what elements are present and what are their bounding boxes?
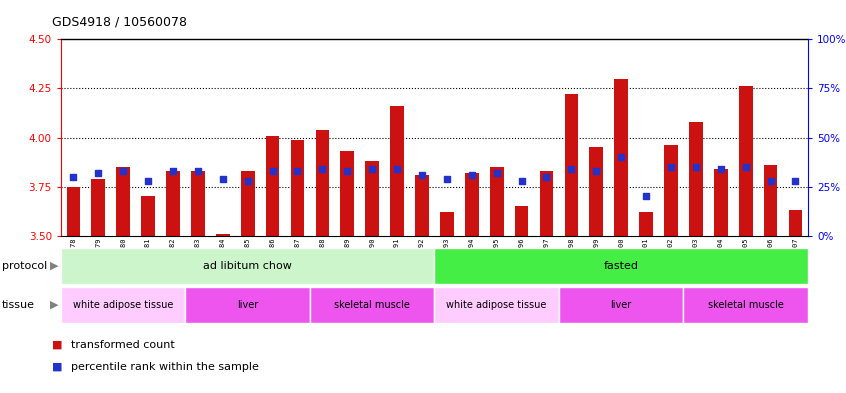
Text: transformed count: transformed count — [71, 340, 175, 350]
Point — [515, 178, 529, 184]
Bar — [540, 171, 553, 236]
Point — [166, 168, 179, 174]
Bar — [564, 94, 578, 236]
Bar — [185, 287, 310, 323]
Text: ▶: ▶ — [50, 300, 58, 310]
Bar — [490, 167, 503, 236]
Point — [67, 174, 80, 180]
Point — [191, 168, 205, 174]
Bar — [640, 212, 653, 236]
Bar — [390, 106, 404, 236]
Bar — [61, 287, 185, 323]
Bar — [664, 145, 678, 236]
Point — [590, 168, 603, 174]
Bar — [340, 151, 354, 236]
Bar — [614, 79, 628, 236]
Point — [266, 168, 279, 174]
Text: percentile rank within the sample: percentile rank within the sample — [71, 362, 259, 371]
Bar — [714, 169, 728, 236]
Bar — [365, 161, 379, 236]
Point — [291, 168, 305, 174]
Bar — [310, 287, 434, 323]
Point — [316, 166, 329, 172]
Text: fasted: fasted — [604, 261, 639, 271]
Bar — [91, 179, 105, 236]
Bar — [61, 248, 435, 284]
Bar — [434, 248, 808, 284]
Text: ▶: ▶ — [50, 261, 58, 271]
Bar — [689, 122, 703, 236]
Point — [465, 172, 479, 178]
Text: protocol: protocol — [2, 261, 47, 271]
Bar — [684, 287, 808, 323]
Point — [141, 178, 155, 184]
Text: liver: liver — [237, 300, 258, 310]
Text: liver: liver — [611, 300, 632, 310]
Text: skeletal muscle: skeletal muscle — [334, 300, 410, 310]
Point — [91, 170, 105, 176]
Point — [614, 154, 628, 160]
Text: ■: ■ — [52, 362, 63, 371]
Text: ■: ■ — [52, 340, 63, 350]
Point — [390, 166, 404, 172]
Point — [564, 166, 578, 172]
Bar — [788, 210, 802, 236]
Point — [540, 174, 553, 180]
Point — [241, 178, 255, 184]
Bar — [764, 165, 777, 236]
Point — [739, 164, 752, 170]
Point — [117, 168, 130, 174]
Text: GDS4918 / 10560078: GDS4918 / 10560078 — [52, 16, 188, 29]
Bar — [590, 147, 603, 236]
Point — [490, 170, 503, 176]
Bar — [739, 86, 753, 236]
Point — [764, 178, 777, 184]
Bar — [191, 171, 205, 236]
Point — [664, 164, 678, 170]
Text: white adipose tissue: white adipose tissue — [73, 300, 173, 310]
Text: skeletal muscle: skeletal muscle — [708, 300, 783, 310]
Bar — [415, 175, 429, 236]
Point — [365, 166, 379, 172]
Text: ad libitum chow: ad libitum chow — [203, 261, 292, 271]
Bar — [266, 136, 279, 236]
Point — [689, 164, 703, 170]
Bar — [216, 234, 229, 236]
Bar — [241, 171, 255, 236]
Bar — [434, 287, 559, 323]
Point — [788, 178, 802, 184]
Bar — [316, 130, 329, 236]
Bar — [440, 212, 453, 236]
Text: white adipose tissue: white adipose tissue — [447, 300, 547, 310]
Point — [714, 166, 728, 172]
Bar — [67, 187, 80, 236]
Point — [640, 193, 653, 200]
Point — [340, 168, 354, 174]
Bar — [166, 171, 180, 236]
Bar — [514, 206, 529, 236]
Text: tissue: tissue — [2, 300, 35, 310]
Bar — [559, 287, 684, 323]
Bar — [141, 196, 155, 236]
Bar — [291, 140, 305, 236]
Bar — [465, 173, 479, 236]
Point — [216, 176, 229, 182]
Point — [415, 172, 429, 178]
Bar — [116, 167, 130, 236]
Point — [440, 176, 453, 182]
